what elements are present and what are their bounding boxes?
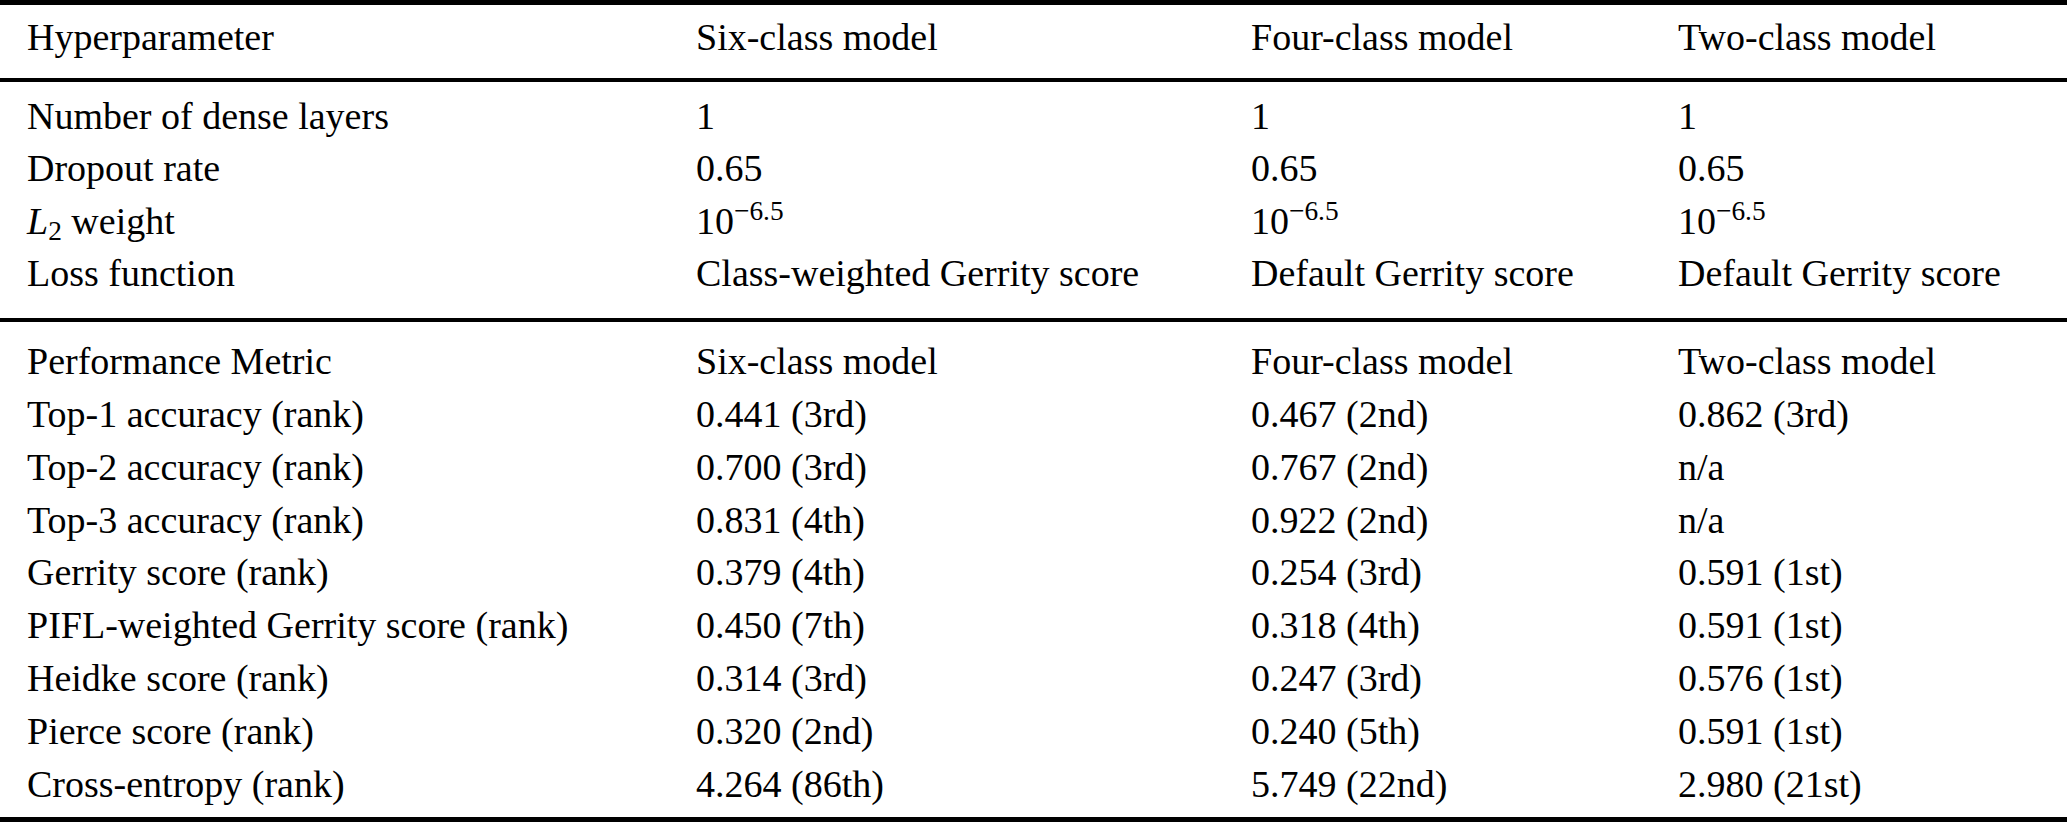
l2-label-rest: weight: [62, 200, 175, 242]
column-header-six-class-model: Six-class model: [696, 11, 1251, 64]
cell-two-class: 0.65: [1678, 142, 2067, 195]
cell-six-class: 0.831 (4th): [696, 494, 1251, 547]
cell-two-class: 0.591 (1st): [1678, 546, 2067, 599]
table-row-pifl-weighted-gerrity-score: PIFL-weighted Gerrity score (rank) 0.450…: [0, 599, 2067, 652]
row-label: Gerrity score (rank): [27, 546, 696, 599]
row-label: Heidke score (rank): [27, 652, 696, 705]
cell-six-class: 4.264 (86th): [696, 758, 1251, 811]
cell-four-class: 0.254 (3rd): [1251, 546, 1678, 599]
l2-subscript: 2: [48, 216, 62, 246]
cell-six-class: 0.450 (7th): [696, 599, 1251, 652]
row-label: Top-2 accuracy (rank): [27, 441, 696, 494]
row-label: Top-3 accuracy (rank): [27, 494, 696, 547]
row-label: Top-1 accuracy (rank): [27, 388, 696, 441]
performance-header-row: Performance Metric Six-class model Four-…: [0, 335, 2067, 388]
cell-two-class: 0.576 (1st): [1678, 652, 2067, 705]
row-label: Pierce score (rank): [27, 705, 696, 758]
table-row-loss-function: Loss function Class-weighted Gerrity sco…: [0, 247, 2067, 300]
column-header-six-class-model: Six-class model: [696, 335, 1251, 388]
power-base: 10: [1251, 200, 1289, 242]
mid-rule: [0, 318, 2067, 322]
table-row-top1-accuracy: Top-1 accuracy (rank) 0.441 (3rd) 0.467 …: [0, 388, 2067, 441]
bottom-rule: [0, 817, 2067, 822]
row-label: Cross-entropy (rank): [27, 758, 696, 811]
cell-two-class: 2.980 (21st): [1678, 758, 2067, 811]
row-label: Number of dense layers: [27, 90, 696, 143]
power-exponent: −6.5: [1716, 196, 1766, 226]
cell-two-class: 1: [1678, 90, 2067, 143]
cell-six-class: 0.700 (3rd): [696, 441, 1251, 494]
table-row-l2-weight: L2 weight 10−6.5 10−6.5 10−6.5: [0, 195, 2067, 248]
cell-six-class: 0.441 (3rd): [696, 388, 1251, 441]
cell-two-class: 0.591 (1st): [1678, 599, 2067, 652]
cell-six-class: 0.320 (2nd): [696, 705, 1251, 758]
cell-six-class: 1: [696, 90, 1251, 143]
power-exponent: −6.5: [734, 196, 784, 226]
cell-six-class: Class-weighted Gerrity score: [696, 247, 1251, 300]
row-label: L2 weight: [27, 195, 696, 248]
cell-four-class: 0.767 (2nd): [1251, 441, 1678, 494]
table-row-cross-entropy: Cross-entropy (rank) 4.264 (86th) 5.749 …: [0, 758, 2067, 811]
cell-four-class: 10−6.5: [1251, 195, 1678, 248]
table-row-gerrity-score: Gerrity score (rank) 0.379 (4th) 0.254 (…: [0, 546, 2067, 599]
cell-six-class: 10−6.5: [696, 195, 1251, 248]
top-rule: [0, 0, 2067, 5]
cell-two-class: n/a: [1678, 441, 2067, 494]
table-row-dense-layers: Number of dense layers 1 1 1: [0, 90, 2067, 143]
power-base: 10: [696, 200, 734, 242]
cell-four-class: 0.467 (2nd): [1251, 388, 1678, 441]
table-row-dropout-rate: Dropout rate 0.65 0.65 0.65: [0, 142, 2067, 195]
column-header-hyperparameter: Hyperparameter: [27, 11, 696, 64]
row-label: Loss function: [27, 247, 696, 300]
table-row-top3-accuracy: Top-3 accuracy (rank) 0.831 (4th) 0.922 …: [0, 494, 2067, 547]
cell-four-class: 5.749 (22nd): [1251, 758, 1678, 811]
cell-four-class: 0.922 (2nd): [1251, 494, 1678, 547]
row-label: PIFL-weighted Gerrity score (rank): [27, 599, 696, 652]
cell-two-class: 0.862 (3rd): [1678, 388, 2067, 441]
column-header-four-class-model: Four-class model: [1251, 335, 1678, 388]
row-label: Dropout rate: [27, 142, 696, 195]
column-header-performance-metric: Performance Metric: [27, 335, 696, 388]
table-row-top2-accuracy: Top-2 accuracy (rank) 0.700 (3rd) 0.767 …: [0, 441, 2067, 494]
cell-four-class: 0.65: [1251, 142, 1678, 195]
column-header-two-class-model: Two-class model: [1678, 11, 2067, 64]
power-exponent: −6.5: [1289, 196, 1339, 226]
cell-four-class: 1: [1251, 90, 1678, 143]
table-row-pierce-score: Pierce score (rank) 0.320 (2nd) 0.240 (5…: [0, 705, 2067, 758]
cell-six-class: 0.65: [696, 142, 1251, 195]
header-rule: [0, 78, 2067, 82]
hyperparameter-performance-table: Hyperparameter Six-class model Four-clas…: [0, 0, 2067, 826]
table-row-heidke-score: Heidke score (rank) 0.314 (3rd) 0.247 (3…: [0, 652, 2067, 705]
cell-four-class: 0.240 (5th): [1251, 705, 1678, 758]
cell-six-class: 0.314 (3rd): [696, 652, 1251, 705]
table-header-row: Hyperparameter Six-class model Four-clas…: [0, 11, 2067, 64]
cell-six-class: 0.379 (4th): [696, 546, 1251, 599]
cell-two-class: n/a: [1678, 494, 2067, 547]
cell-two-class: 0.591 (1st): [1678, 705, 2067, 758]
column-header-four-class-model: Four-class model: [1251, 11, 1678, 64]
cell-two-class: 10−6.5: [1678, 195, 2067, 248]
cell-four-class: Default Gerrity score: [1251, 247, 1678, 300]
power-base: 10: [1678, 200, 1716, 242]
column-header-two-class-model: Two-class model: [1678, 335, 2067, 388]
l2-symbol: L: [27, 200, 48, 242]
cell-four-class: 0.247 (3rd): [1251, 652, 1678, 705]
cell-four-class: 0.318 (4th): [1251, 599, 1678, 652]
cell-two-class: Default Gerrity score: [1678, 247, 2067, 300]
